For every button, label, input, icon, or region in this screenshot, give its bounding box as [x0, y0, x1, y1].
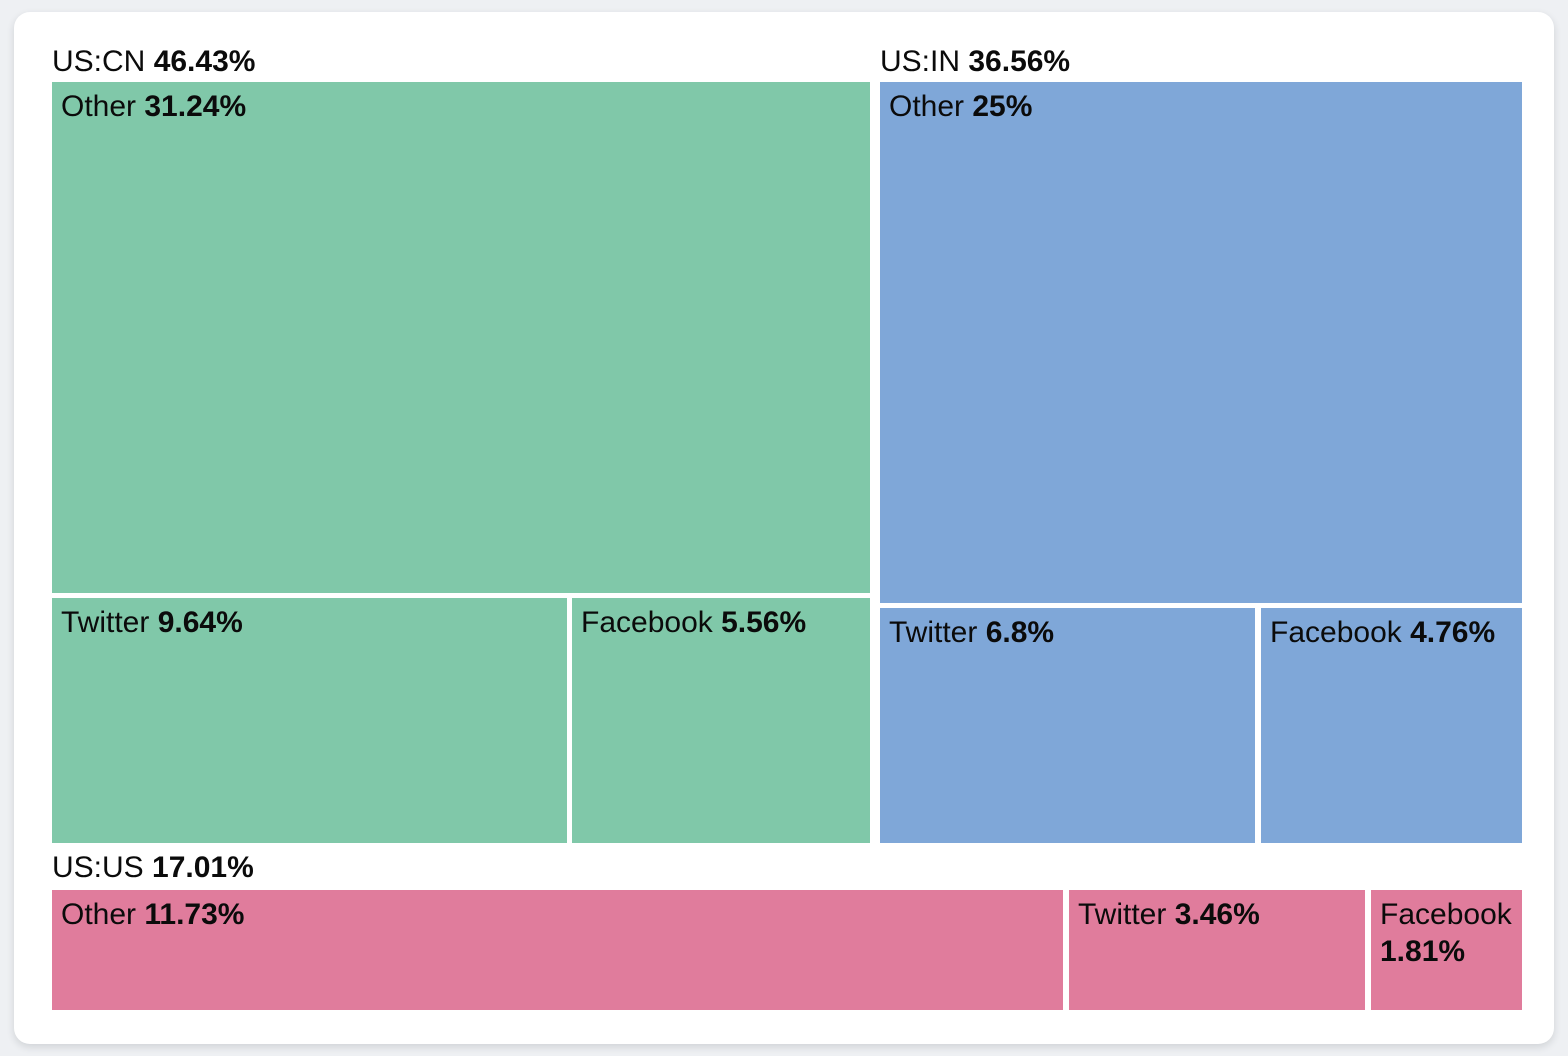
cell-name: Other	[61, 898, 137, 931]
cell-name: Facebook	[1380, 898, 1512, 931]
treemap-cell-us-in-other[interactable]: Other 25%	[880, 82, 1522, 603]
group-percent: 17.01%	[152, 851, 254, 884]
group-header-us-us: US:US 17.01%	[52, 850, 254, 886]
treemap-cell-us-in-facebook[interactable]: Facebook 4.76%	[1261, 608, 1522, 843]
group-name: US:US	[52, 851, 144, 884]
cell-name: Twitter	[889, 616, 978, 649]
chart-card: US:CN 46.43% Other 31.24% Twitter 9.64% …	[14, 12, 1554, 1044]
group-header-us-cn: US:CN 46.43%	[52, 44, 255, 80]
group-percent: 46.43%	[153, 45, 256, 78]
treemap-cell-us-cn-other[interactable]: Other 31.24%	[52, 82, 870, 593]
cell-percent: 6.8%	[985, 616, 1055, 649]
cell-percent: 9.64%	[157, 606, 243, 639]
treemap-cell-us-us-facebook[interactable]: Facebook 1.81%	[1371, 890, 1522, 1010]
cell-name: Twitter	[1078, 898, 1167, 931]
treemap-cell-us-cn-facebook[interactable]: Facebook 5.56%	[572, 598, 870, 843]
cell-percent: 11.73%	[144, 898, 245, 931]
treemap-cell-us-in-twitter[interactable]: Twitter 6.8%	[880, 608, 1255, 843]
treemap-cell-us-us-twitter[interactable]: Twitter 3.46%	[1069, 890, 1365, 1010]
group-name: US:IN	[880, 45, 961, 78]
cell-percent: 5.56%	[721, 606, 807, 639]
cell-name: Facebook	[1270, 616, 1402, 649]
treemap-cell-us-cn-twitter[interactable]: Twitter 9.64%	[52, 598, 567, 843]
treemap: US:CN 46.43% Other 31.24% Twitter 9.64% …	[14, 12, 1554, 1044]
cell-name: Twitter	[61, 606, 150, 639]
treemap-cell-us-us-other[interactable]: Other 11.73%	[52, 890, 1063, 1010]
group-name: US:CN	[52, 45, 146, 78]
cell-percent: 4.76%	[1410, 616, 1496, 649]
cell-name: Other	[889, 90, 965, 123]
group-percent: 36.56%	[968, 45, 1071, 78]
cell-percent: 25%	[972, 90, 1033, 123]
cell-percent: 3.46%	[1174, 898, 1260, 931]
cell-name: Facebook	[581, 606, 713, 639]
cell-percent: 1.81%	[1380, 935, 1466, 968]
cell-percent: 31.24%	[144, 90, 247, 123]
cell-name: Other	[61, 90, 137, 123]
group-header-us-in: US:IN 36.56%	[880, 44, 1070, 80]
